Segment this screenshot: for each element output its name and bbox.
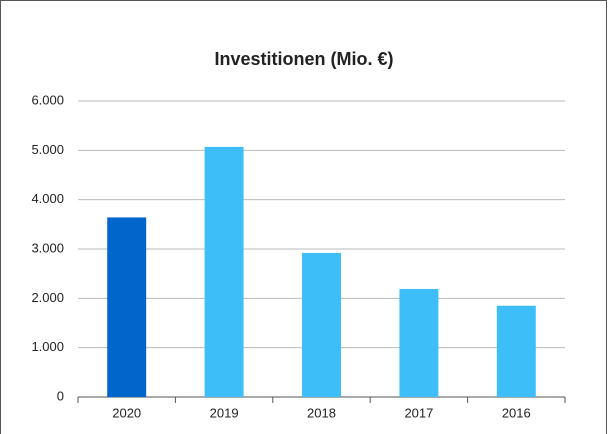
y-tick-label: 1.000 (31, 339, 64, 354)
y-tick-label: 2.000 (31, 290, 64, 305)
chart-title: Investitionen (Mio. €) (214, 49, 393, 69)
y-tick-label: 5.000 (31, 142, 64, 157)
y-tick-label: 0 (57, 388, 64, 403)
x-tick-label: 2020 (112, 405, 141, 420)
y-tick-label: 4.000 (31, 191, 64, 206)
y-tick-label: 3.000 (31, 240, 64, 255)
bar (204, 146, 244, 397)
x-tick-label: 2016 (502, 405, 531, 420)
bar (496, 305, 536, 397)
x-tick-label: 2018 (307, 405, 336, 420)
x-tick-label: 2017 (404, 405, 433, 420)
x-tick-label: 2019 (210, 405, 239, 420)
bar (302, 252, 341, 397)
bar (107, 217, 147, 397)
bar (399, 288, 439, 397)
y-tick-label: 6.000 (31, 92, 64, 107)
